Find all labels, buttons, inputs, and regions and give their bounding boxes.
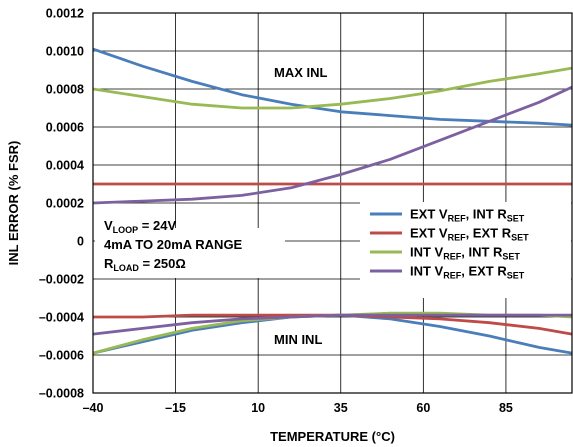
- series-1-max-line: [92, 47, 573, 127]
- label-text: , EXT R: [466, 226, 512, 241]
- series-3-min-line: [92, 311, 573, 355]
- label-text: , EXT R: [461, 264, 507, 279]
- y-tick-label: –0.0006: [39, 349, 84, 363]
- legend-label: EXT VREF, EXT RSET: [410, 226, 529, 243]
- min-inl-label: MIN INL: [274, 332, 322, 347]
- x-tick-label: 10: [251, 401, 265, 415]
- legend-background: [360, 202, 571, 298]
- label-text: INT V: [410, 245, 444, 260]
- plot-frame: [92, 12, 573, 394]
- subscript-text: REF: [443, 271, 462, 281]
- x-tick-label: 85: [499, 401, 513, 415]
- subscript-text: REF: [448, 214, 467, 224]
- subscript-text: SET: [507, 214, 525, 224]
- y-tick-label: 0.0002: [46, 197, 84, 211]
- subscript-text: SET: [511, 233, 529, 243]
- y-tick-labels: 0.0012 0.0010 0.0008 0.0006 0.0004 0.0002 0 –0.…: [39, 7, 84, 401]
- subscript-text: REF: [448, 233, 467, 243]
- subscript-text: LOAD: [113, 263, 139, 273]
- label-text: R: [104, 256, 114, 271]
- y-tick-label: 0.0010: [46, 45, 84, 59]
- x-tick-label: 60: [416, 401, 430, 415]
- y-tick-label: 0.0004: [46, 159, 84, 173]
- x-tick-labels: –40 –15 10 35 60 85: [83, 401, 513, 415]
- y-tick-label: 0.0008: [46, 83, 84, 97]
- label-text: , INT R: [461, 245, 503, 260]
- label-text: 4mA TO 20mA RANGE: [104, 237, 243, 252]
- conditions-box: VLOOP = 24V 4mA TO 20mA RANGE RLOAD = 250Ω: [104, 218, 243, 273]
- subscript-text: REF: [443, 252, 462, 262]
- condition-line: 4mA TO 20mA RANGE: [104, 237, 243, 252]
- condition-line: VLOOP = 24V: [104, 218, 176, 235]
- series-3-max-line: [92, 66, 573, 110]
- label-text: V: [104, 218, 113, 233]
- x-tick-label: –15: [165, 401, 186, 415]
- label-text: EXT V: [410, 226, 448, 241]
- y-tick-label: –0.0008: [39, 387, 84, 401]
- x-tick-label: 35: [334, 401, 348, 415]
- y-tick-label: –0.0002: [39, 273, 84, 287]
- y-tick-label: 0: [77, 235, 84, 249]
- series-layer: [92, 47, 573, 355]
- y-tick-label: –0.0004: [39, 311, 84, 325]
- condition-line: RLOAD = 250Ω: [104, 256, 186, 273]
- subscript-text: SET: [502, 252, 520, 262]
- legend-label: EXT VREF, INT RSET: [410, 207, 525, 224]
- subscript-text: LOOP: [113, 225, 139, 235]
- x-axis-title: TEMPERATURE (°C): [270, 429, 395, 444]
- label-text: INT V: [410, 264, 444, 279]
- y-tick-label: 0.0006: [46, 121, 84, 135]
- label-text: = 250Ω: [139, 256, 186, 271]
- legend-label: INT VREF, EXT RSET: [410, 264, 525, 281]
- conditions-background: [95, 228, 285, 278]
- annotations: MAX INL MIN INL VLOOP = 24V 4mA TO 20mA R…: [104, 65, 328, 347]
- label-text: , INT R: [466, 207, 508, 222]
- y-axis-title: INL ERROR (% FSR): [6, 141, 21, 266]
- series-4-max-line: [92, 85, 573, 205]
- label-text: EXT V: [410, 207, 448, 222]
- y-tick-label: 0.0012: [46, 7, 84, 21]
- legend-label: INT VREF, INT RSET: [410, 245, 520, 262]
- label-text: = 24V: [138, 218, 176, 233]
- subscript-text: SET: [507, 271, 525, 281]
- max-inl-label: MAX INL: [274, 65, 328, 80]
- series-4-min-line: [92, 313, 572, 336]
- x-tick-label: –40: [83, 401, 104, 415]
